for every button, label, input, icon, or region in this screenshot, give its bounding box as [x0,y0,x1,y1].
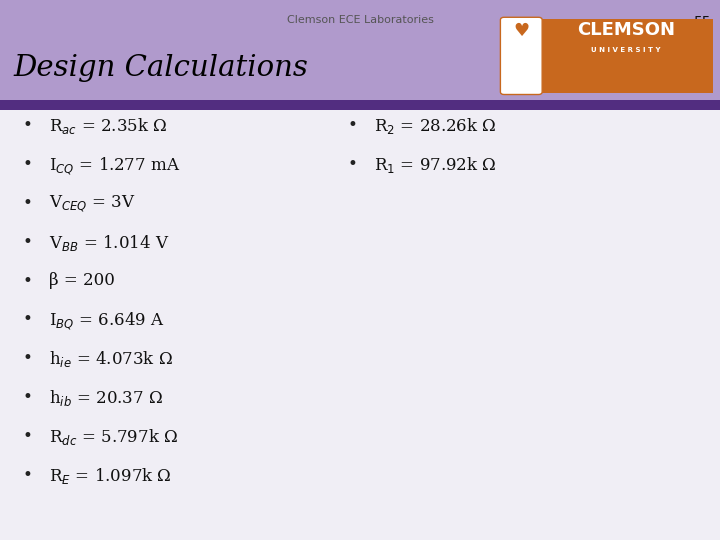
Text: I$_{CQ}$ = 1.277 mA: I$_{CQ}$ = 1.277 mA [49,155,181,177]
Bar [0,0,720,100]
Text: •: • [22,155,32,173]
Text: •: • [22,272,32,289]
Text: R$_{E}$ = 1.097k Ω: R$_{E}$ = 1.097k Ω [49,466,171,486]
Text: R$_{1}$ = 97.92k Ω: R$_{1}$ = 97.92k Ω [374,155,497,175]
Text: •: • [22,349,32,367]
Text: R$_{dc}$ = 5.797k Ω: R$_{dc}$ = 5.797k Ω [49,427,178,447]
Text: •: • [348,155,358,173]
Text: h$_{ib}$ = 20.37 Ω: h$_{ib}$ = 20.37 Ω [49,388,163,408]
Text: I$_{BQ}$ = 6.649 A: I$_{BQ}$ = 6.649 A [49,310,165,332]
Text: CLEMSON: CLEMSON [577,21,675,39]
Text: Clemson ECE Laboratories: Clemson ECE Laboratories [287,15,433,25]
Text: •: • [22,310,32,328]
Text: U N I V E R S I T Y: U N I V E R S I T Y [591,47,660,53]
Text: Design Calculations: Design Calculations [13,54,308,82]
Text: •: • [22,116,32,134]
Text: β = 200: β = 200 [49,272,114,288]
Text: R$_{2}$ = 28.26k Ω: R$_{2}$ = 28.26k Ω [374,116,497,136]
Text: 55: 55 [694,15,711,29]
Text: V$_{BB}$ = 1.014 V: V$_{BB}$ = 1.014 V [49,233,169,253]
Text: R$_{ac}$ = 2.35k Ω: R$_{ac}$ = 2.35k Ω [49,116,167,136]
Bar [539,19,713,93]
Text: h$_{ie}$ = 4.073k Ω: h$_{ie}$ = 4.073k Ω [49,349,173,369]
Text: •: • [22,194,32,212]
Bar [0,100,720,110]
Text: •: • [22,466,32,484]
Text: •: • [22,427,32,445]
Text: ♥: ♥ [513,22,529,39]
FancyBboxPatch shape [500,17,542,94]
Text: V$_{CEQ}$ = 3V: V$_{CEQ}$ = 3V [49,194,135,214]
Text: •: • [22,233,32,251]
Text: •: • [22,388,32,406]
Text: •: • [348,116,358,134]
